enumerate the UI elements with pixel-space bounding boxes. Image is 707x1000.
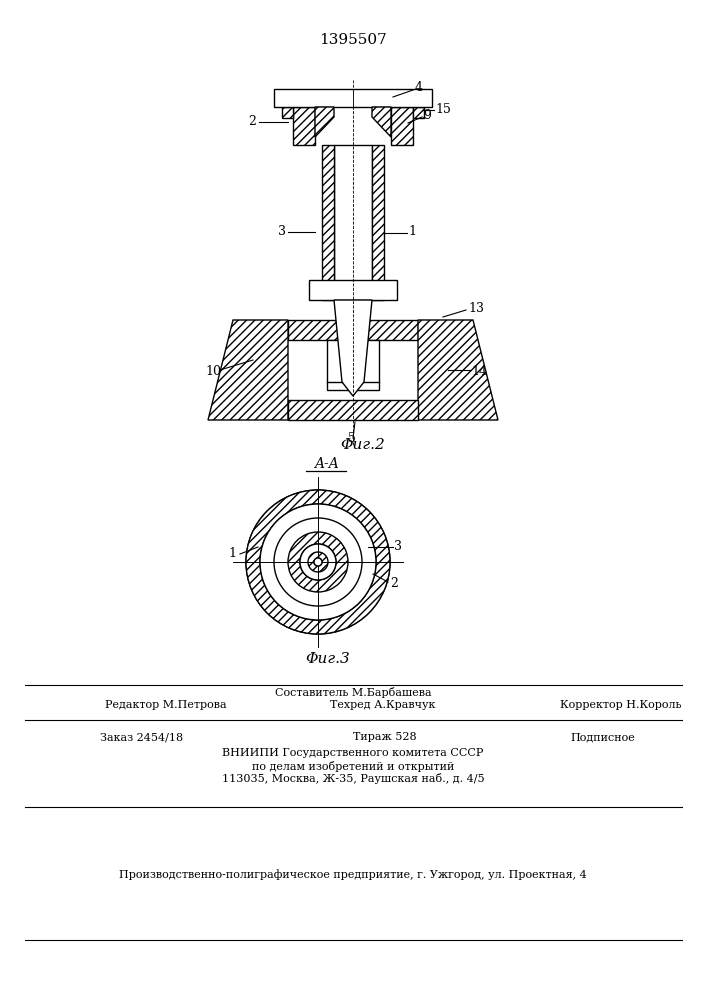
Polygon shape: [208, 320, 288, 420]
Text: ВНИИПИ Государственного комитета СССР: ВНИИПИ Государственного комитета СССР: [222, 748, 484, 758]
Bar: [391, 107, 413, 145]
Text: Заказ 2454/18: Заказ 2454/18: [100, 732, 183, 742]
Wedge shape: [288, 532, 348, 592]
Text: 3: 3: [278, 225, 286, 238]
Text: Корректор Н.Король: Корректор Н.Король: [560, 700, 682, 710]
Text: A-A: A-A: [314, 457, 339, 471]
Bar: [282, 107, 293, 118]
Circle shape: [300, 544, 336, 580]
Text: Φиг.2: Φиг.2: [341, 438, 385, 452]
Polygon shape: [418, 320, 498, 420]
Text: 15: 15: [435, 103, 451, 116]
Text: 5: 5: [348, 432, 356, 445]
Polygon shape: [372, 107, 391, 137]
Text: 1395507: 1395507: [319, 33, 387, 47]
Text: Φиг.3: Φиг.3: [305, 652, 351, 666]
Text: Производственно-полиграфическое предприятие, г. Ужгород, ул. Проектная, 4: Производственно-полиграфическое предприя…: [119, 870, 587, 880]
Text: 1: 1: [228, 547, 236, 560]
Text: Редактор М.Петрова: Редактор М.Петрова: [105, 700, 227, 710]
Circle shape: [314, 558, 322, 566]
Bar: [274, 89, 432, 107]
Text: по делам изобретений и открытий: по делам изобретений и открытий: [252, 760, 454, 772]
Bar: [293, 107, 315, 145]
Circle shape: [274, 518, 362, 606]
Wedge shape: [308, 552, 328, 572]
Circle shape: [260, 504, 376, 620]
Text: 3: 3: [394, 540, 402, 553]
Wedge shape: [246, 490, 390, 634]
Bar: [309, 280, 397, 300]
Bar: [288, 320, 418, 340]
Text: 2: 2: [248, 115, 256, 128]
Text: 9: 9: [423, 109, 431, 122]
Text: 1: 1: [408, 225, 416, 238]
Text: Тираж 528: Тираж 528: [353, 732, 416, 742]
Bar: [413, 107, 424, 118]
Polygon shape: [315, 107, 334, 137]
Text: 2: 2: [390, 577, 398, 590]
Text: Составитель М.Барбашева: Составитель М.Барбашева: [275, 686, 431, 698]
Bar: [327, 340, 379, 390]
Circle shape: [246, 490, 390, 634]
Text: Техред А.Кравчук: Техред А.Кравчук: [330, 700, 436, 710]
Text: 4: 4: [415, 81, 423, 94]
Bar: [288, 400, 418, 420]
Text: 113035, Москва, Ж-35, Раушская наб., д. 4/5: 113035, Москва, Ж-35, Раушская наб., д. …: [222, 774, 484, 784]
Polygon shape: [334, 300, 372, 396]
Bar: [372, 145, 384, 300]
Text: 13: 13: [468, 302, 484, 315]
Bar: [322, 145, 334, 300]
Text: Подписное: Подписное: [570, 732, 635, 742]
Text: 10: 10: [205, 365, 221, 378]
Text: 14: 14: [471, 365, 487, 378]
Bar: [334, 145, 372, 300]
